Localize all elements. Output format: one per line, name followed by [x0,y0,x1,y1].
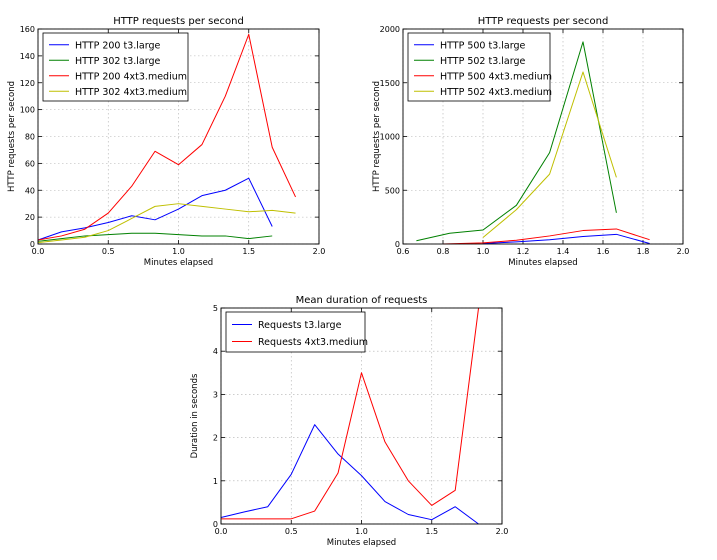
y-tick-label: 1000 [380,133,400,142]
legend-label: HTTP 500 4xt3.medium [440,71,552,82]
x-axis-label: Minutes elapsed [508,258,577,268]
axes-frame [220,307,503,525]
x-tick-label: 0.0 [215,527,228,536]
legend-label: HTTP 502 t3.large [440,56,526,67]
y-axis-label: HTTP requests per second [372,81,382,192]
x-tick-label: 1.2 [517,247,530,256]
series-line-1 [37,177,273,241]
series-line-2 [416,41,617,242]
x-tick-label: 1.5 [425,527,438,536]
legend-label: HTTP 500 t3.large [440,40,526,51]
series-line-4 [37,203,296,244]
chart-title: HTTP requests per second [113,16,244,27]
y-axis-label: Duration in seconds [190,373,200,458]
legend-label: HTTP 502 4xt3.medium [440,87,552,98]
y-tick-label: 5 [213,304,218,313]
legend-label: HTTP 302 4xt3.medium [75,87,187,98]
chart-2: 0.6 0.8 1.0 1.2 1.4 1.6 1.8 2.0 0 500 1000 1500 2000… [372,16,689,268]
series-line-1 [482,233,650,244]
chart-title: Mean duration of requests [296,295,428,306]
x-tick-label: 1.4 [557,247,570,256]
x-tick-label: 1.0 [477,247,490,256]
axes-frame [37,28,320,245]
x-tick-label: 0.5 [102,247,115,256]
x-tick-label: 1.5 [242,247,255,256]
y-tick-label: 40 [25,186,35,195]
chart-3: 0.0 0.5 1.0 1.5 2.0 0 1 2 3 4 5 Mean duration of re… [190,295,508,548]
legend-label: Requests t3.large [258,320,342,331]
y-tick-label: 20 [25,213,35,222]
y-tick-label: 100 [20,106,35,115]
y-tick-label: 0 [30,240,35,249]
x-tick-label: 1.6 [597,247,610,256]
x-tick-label: 2.0 [496,527,509,536]
x-axis-label: Minutes elapsed [144,258,213,268]
y-tick-label: 120 [20,79,35,88]
legend: HTTP 200 t3.large HTTP 302 t3.large HTTP 2… [42,32,189,102]
legend-box [225,311,366,353]
series-line-1 [220,424,479,525]
y-tick-label: 80 [25,133,35,142]
x-axis-label: Minutes elapsed [327,538,396,548]
series-line-2 [37,232,273,242]
y-tick-label: 1 [213,477,218,486]
x-tick-label: 1.0 [172,247,185,256]
x-tick-label: 0.8 [437,247,450,256]
x-tick-label: 1.8 [637,247,650,256]
y-tick-label: 3 [213,390,218,399]
y-axis-label: HTTP requests per second [7,81,17,192]
chart-title: HTTP requests per second [478,16,609,27]
y-tick-label: 2 [213,434,218,443]
x-tick-label: 0.0 [32,247,45,256]
legend-label: HTTP 302 t3.large [75,56,161,67]
series-line-3 [37,33,296,241]
axes-frame [402,28,684,245]
legend: Requests t3.large Requests 4xt3.medium [225,311,368,353]
x-tick-label: 2.0 [313,247,326,256]
series-line-2 [221,307,480,520]
legend-label: HTTP 200 4xt3.medium [75,71,187,82]
series-line-4 [482,71,617,238]
x-tick-label: 1.0 [355,527,368,536]
y-tick-label: 1500 [380,79,400,88]
y-tick-label: 140 [20,52,35,61]
legend-label: Requests 4xt3.medium [258,337,368,348]
legend: HTTP 500 t3.large HTTP 502 t3.large HTTP 5… [407,32,552,102]
x-tick-label: 0.5 [285,527,298,536]
y-tick-label: 0 [395,240,400,249]
y-tick-label: 500 [385,186,400,195]
y-tick-label: 2000 [380,25,400,34]
y-tick-label: 0 [213,520,218,529]
y-tick-label: 4 [213,347,218,356]
y-tick-label: 60 [25,159,35,168]
x-tick-label: 2.0 [677,247,690,256]
chart-1: 0.0 0.5 1.0 1.5 2.0 0 20 40 60 80 100 120 140 160 HTTP… [7,16,325,268]
y-tick-label: 160 [20,25,35,34]
series-line-3 [442,228,650,245]
x-tick-label: 0.6 [397,247,410,256]
legend-label: HTTP 200 t3.large [75,40,161,51]
